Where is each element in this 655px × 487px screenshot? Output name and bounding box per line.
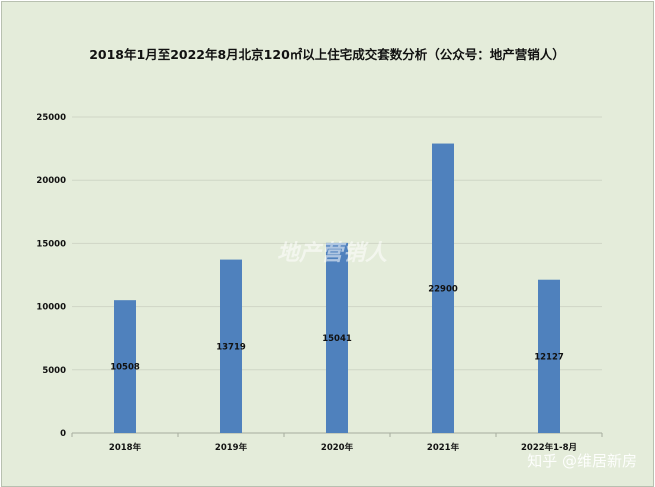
bar-0 bbox=[114, 300, 136, 433]
y-tick-label: 5000 bbox=[42, 366, 66, 376]
y-tick-label: 0 bbox=[60, 429, 66, 439]
x-tick-label: 2018年 bbox=[109, 442, 142, 453]
y-tick-label: 15000 bbox=[36, 239, 66, 249]
data-label: 13719 bbox=[216, 342, 246, 352]
bar-1 bbox=[220, 259, 242, 433]
chart-title: 2018年1月至2022年8月北京120㎡以上住宅成交套数分析（公众号：地产营销… bbox=[89, 47, 565, 62]
data-label: 12127 bbox=[534, 352, 564, 362]
data-label: 22900 bbox=[428, 284, 458, 294]
watermark-corner: 知乎 @维居新房 bbox=[527, 452, 637, 470]
y-tick-label: 10000 bbox=[36, 303, 66, 313]
bar-4 bbox=[538, 279, 560, 433]
bar-2 bbox=[326, 242, 348, 433]
y-tick-label: 20000 bbox=[36, 176, 66, 186]
x-tick-label: 2021年 bbox=[427, 442, 460, 453]
bar-3 bbox=[432, 143, 454, 433]
watermark-center: 地产营销人 bbox=[277, 241, 388, 266]
data-label: 15041 bbox=[322, 334, 352, 344]
x-tick-label: 2020年 bbox=[321, 442, 354, 453]
y-tick-label: 25000 bbox=[36, 113, 66, 123]
x-tick-label: 2019年 bbox=[215, 442, 248, 453]
data-label: 10508 bbox=[110, 363, 140, 373]
x-tick-label: 2022年1-8月 bbox=[521, 442, 577, 453]
